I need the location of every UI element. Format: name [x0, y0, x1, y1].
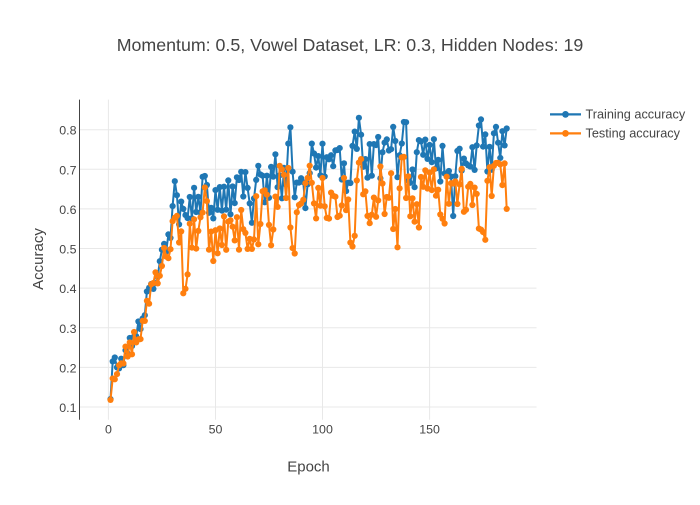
- svg-text:0.4: 0.4: [59, 282, 76, 296]
- svg-text:100: 100: [312, 423, 333, 437]
- svg-text:Testing accuracy: Testing accuracy: [586, 127, 681, 141]
- svg-text:50: 50: [209, 423, 223, 437]
- svg-text:0.6: 0.6: [59, 203, 76, 217]
- svg-text:0.2: 0.2: [59, 361, 76, 375]
- svg-text:Momentum: 0.5, Vowel Dataset,: Momentum: 0.5, Vowel Dataset, LR: 0.3, H…: [117, 35, 584, 55]
- svg-text:0.3: 0.3: [59, 322, 76, 336]
- svg-text:0.5: 0.5: [59, 243, 76, 257]
- svg-text:150: 150: [419, 423, 440, 437]
- svg-text:0.1: 0.1: [59, 401, 76, 415]
- svg-text:0.7: 0.7: [59, 163, 76, 177]
- svg-text:0: 0: [105, 423, 112, 437]
- svg-text:Training accuracy: Training accuracy: [586, 108, 686, 122]
- svg-text:0.8: 0.8: [59, 124, 76, 138]
- svg-text:Epoch: Epoch: [287, 459, 330, 476]
- svg-text:Accuracy: Accuracy: [30, 228, 47, 290]
